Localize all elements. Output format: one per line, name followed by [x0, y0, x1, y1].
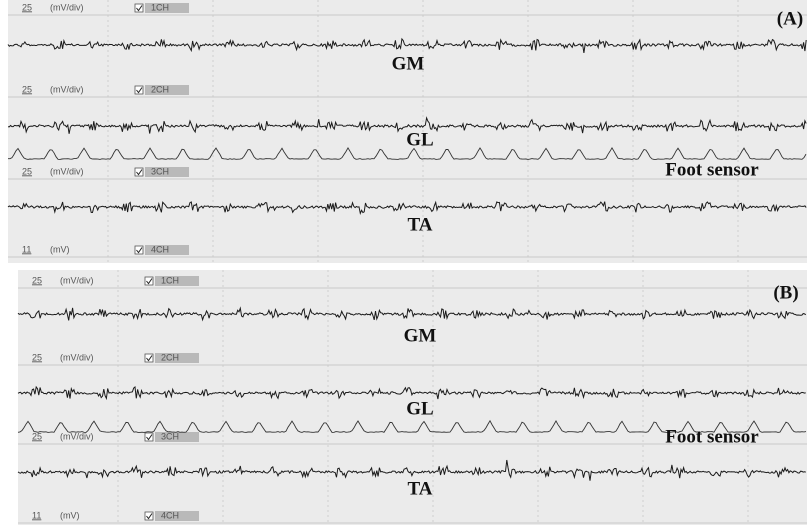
channel-checkbox	[134, 245, 144, 255]
channel-checkbox	[134, 3, 144, 13]
channel-name: 1CH	[161, 275, 179, 285]
channel-scale: 11	[32, 510, 41, 520]
trace-label: GM	[392, 53, 425, 74]
foot-sensor-trace	[8, 146, 807, 160]
emg-trace	[17, 459, 806, 481]
panel: 25 (mV/div) 1CH 25 (mV/div) 2CH 25 (mV/div) 3CH 1…	[17, 270, 807, 525]
trace-label: Foot sensor	[665, 159, 759, 180]
channel-scale: 25	[32, 431, 42, 441]
channel-checkbox	[144, 432, 154, 442]
checkmark	[146, 355, 153, 362]
trace-label: GL	[406, 129, 433, 150]
channel-name: 4CH	[151, 244, 169, 254]
panel-label: (B)	[773, 282, 798, 303]
channel-tag	[155, 276, 199, 286]
channel-unit: (mV/div)	[60, 352, 94, 362]
checkmark	[146, 513, 153, 520]
channel-tag	[145, 245, 189, 255]
channel-scale: 25	[22, 2, 32, 12]
emg-trace	[7, 116, 807, 134]
channel-tag	[155, 511, 199, 521]
channel-name: 2CH	[151, 84, 169, 94]
channel-checkbox	[134, 85, 144, 95]
channel-scale: 25	[32, 275, 42, 285]
channel-unit: (mV/div)	[60, 431, 94, 441]
emg-trace	[17, 306, 807, 322]
channel-tag	[145, 3, 189, 13]
trace-label: GL	[406, 398, 433, 419]
emg-trace	[7, 37, 807, 53]
channel-unit: (mV)	[60, 510, 80, 520]
panel: 25 (mV/div) 1CH 25 (mV/div) 2CH 25 (mV/div) 3CH 1…	[7, 0, 807, 263]
channel-unit: (mV/div)	[50, 2, 84, 12]
channel-checkbox	[144, 353, 154, 363]
channel-scale: 25	[22, 166, 32, 176]
panel-label: (A)	[777, 8, 803, 29]
trace-label: Foot sensor	[665, 426, 759, 447]
channel-checkbox	[134, 167, 144, 177]
channel-scale: 11	[22, 244, 31, 254]
channel-checkbox	[144, 511, 154, 521]
trace-label: GM	[404, 325, 437, 346]
channel-unit: (mV/div)	[60, 275, 94, 285]
emg-trace	[17, 385, 806, 401]
channel-name: 2CH	[161, 352, 179, 362]
emg-trace	[7, 200, 807, 215]
channel-unit: (mV/div)	[50, 166, 84, 176]
checkmark	[136, 5, 143, 12]
channel-tag	[145, 167, 189, 177]
trace-label: TA	[408, 214, 433, 235]
channel-tag	[145, 85, 189, 95]
checkmark	[136, 247, 143, 254]
checkmark	[146, 434, 153, 441]
channel-name: 3CH	[161, 431, 179, 441]
channel-scale: 25	[32, 352, 42, 362]
channel-unit: (mV/div)	[50, 84, 84, 94]
channel-scale: 25	[22, 84, 32, 94]
channel-tag	[155, 432, 199, 442]
channel-name: 4CH	[161, 510, 179, 520]
checkmark	[136, 169, 143, 176]
screen-background	[8, 0, 807, 263]
checkmark	[146, 278, 153, 285]
checkmark	[136, 87, 143, 94]
foot-sensor-trace	[17, 419, 807, 433]
channel-unit: (mV)	[50, 244, 70, 254]
channel-checkbox	[144, 276, 154, 286]
channel-name: 3CH	[151, 166, 169, 176]
channel-tag	[155, 353, 199, 363]
channel-name: 1CH	[151, 2, 169, 12]
trace-label: TA	[408, 478, 433, 499]
